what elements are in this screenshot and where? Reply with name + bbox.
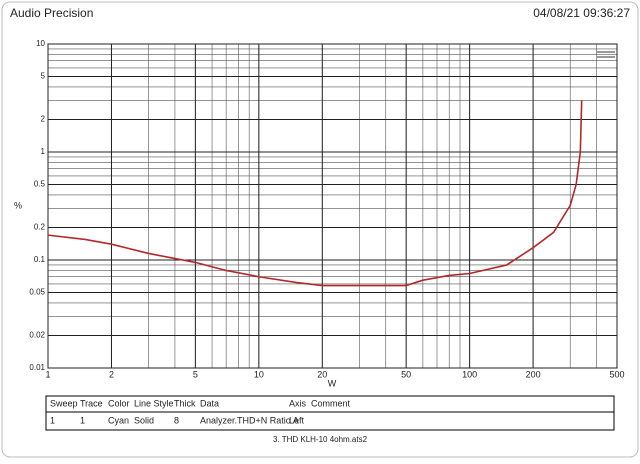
table-header: Comment	[311, 398, 351, 408]
x-axis-label: W	[328, 378, 337, 388]
table-cell: Cyan	[108, 415, 129, 425]
table-header: Line Style	[134, 398, 174, 408]
table-header: Thick	[174, 398, 196, 408]
x-tick-label: 5	[193, 369, 198, 379]
y-tick-label: 0.5	[34, 180, 46, 189]
table-header: Color	[108, 398, 130, 408]
data-line	[47, 100, 583, 287]
table-cell: 1	[80, 415, 85, 425]
y-tick-label: 10	[36, 39, 45, 48]
y-tick-label: 0.1	[34, 255, 46, 264]
table-cell: Left	[289, 415, 305, 425]
table-cell: Solid	[134, 415, 154, 425]
table-border	[45, 395, 615, 431]
x-tick-label: 2	[109, 369, 114, 379]
x-tick-label: 200	[526, 369, 541, 379]
table-header: Data	[200, 398, 219, 408]
y-tick-label: 0.02	[29, 331, 45, 340]
y-tick-label: 0.2	[34, 223, 46, 232]
x-tick-label: 50	[401, 369, 411, 379]
y-tick-label: 2	[41, 115, 46, 124]
x-tick-label: 500	[609, 369, 624, 379]
table-cell: 8	[174, 415, 179, 425]
timestamp: 04/08/21 09:36:27	[533, 6, 630, 20]
table-cell: 1	[50, 415, 55, 425]
y-axis-label: %	[14, 200, 22, 210]
table-header: Axis	[289, 398, 307, 408]
table-header: Sweep	[50, 398, 78, 408]
legend-table	[45, 395, 615, 431]
app-title: Audio Precision	[10, 6, 93, 20]
footer: 3. THD KLH-10 4ohm.ats2	[273, 435, 368, 444]
x-tick-label: 100	[462, 369, 477, 379]
table-header: Trace	[80, 398, 103, 408]
y-tick-label: 5	[41, 72, 46, 81]
x-tick-label: 10	[254, 369, 264, 379]
x-tick-label: 1	[45, 369, 50, 379]
y-tick-label: 1	[41, 147, 46, 156]
y-tick-label: 0.01	[29, 363, 45, 372]
table-cell: Analyzer.THD+N Ratio A	[200, 415, 299, 425]
y-tick-label: 0.05	[29, 288, 45, 297]
x-tick-label: 20	[317, 369, 327, 379]
